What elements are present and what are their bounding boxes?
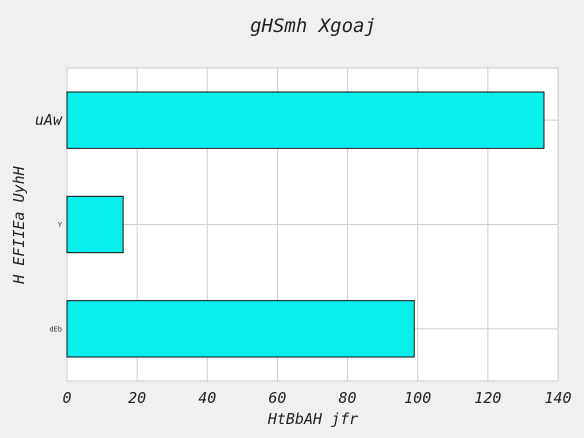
x-axis-title: HtBbAH jfr	[267, 410, 358, 428]
x-tick-label: 100	[404, 389, 431, 407]
y-tick-label: Y	[58, 221, 63, 229]
x-tick-label: 120	[474, 389, 501, 407]
chart-title: gHSmh Xgoaj	[250, 15, 376, 37]
y-tick-label: uAw	[35, 111, 63, 129]
bar-dEb	[66, 300, 415, 358]
x-tick-label: 140	[544, 389, 571, 407]
bar-uAw	[66, 91, 545, 149]
x-tick-label: 40	[198, 389, 216, 407]
x-tick-label: 20	[128, 389, 146, 407]
x-tick-label: 0	[62, 389, 71, 407]
y-tick-label: dEb	[49, 325, 62, 333]
x-tick-label: 60	[268, 389, 286, 407]
bar-Y	[66, 195, 124, 254]
bars	[66, 91, 545, 358]
y-axis-title: H EFIIEa UyhH	[10, 165, 28, 284]
x-tick-labels: 0 20 40 60 80 100 120 140	[62, 389, 571, 407]
x-tick-label: 80	[339, 389, 357, 407]
